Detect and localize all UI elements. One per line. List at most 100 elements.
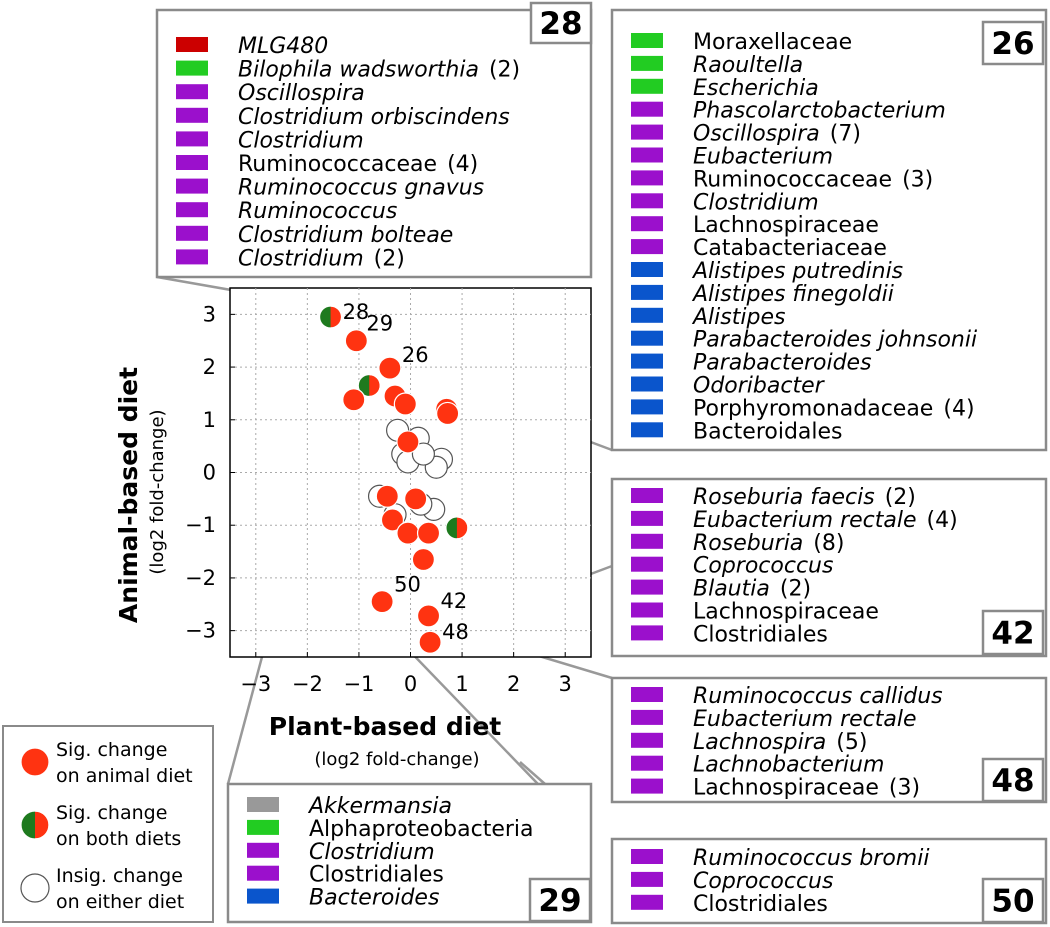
taxon-swatch-purple bbox=[631, 849, 663, 864]
y-tick-label: −3 bbox=[185, 619, 216, 643]
marker-animal bbox=[380, 508, 405, 532]
taxon-name: Alistipes bbox=[691, 305, 785, 330]
taxon-count: (5) bbox=[836, 730, 867, 755]
marker-insig bbox=[20, 873, 50, 903]
data-point-animal bbox=[344, 329, 368, 353]
taxon-name: Lachnospira bbox=[693, 730, 826, 755]
taxon-entry: Ruminococcus bbox=[238, 199, 397, 224]
taxon-entry: Parabacteroides bbox=[693, 351, 872, 376]
taxon-entry: Lachnospiraceae (3) bbox=[693, 776, 920, 801]
marker-animal bbox=[416, 521, 441, 545]
taxon-count: (3) bbox=[902, 167, 933, 192]
taxon-name: Clostridium bbox=[238, 128, 364, 153]
callout-number: 48 bbox=[991, 763, 1034, 799]
taxon-entry: Lachnospiraceae bbox=[693, 600, 879, 625]
taxon-name: Bacteroides bbox=[309, 886, 439, 911]
x-tick-label: 3 bbox=[559, 672, 572, 696]
taxon-entry: Porphyromonadaceae (4) bbox=[693, 396, 975, 421]
taxon-entry: Clostridium bbox=[238, 128, 364, 153]
taxon-name: Roseburia faecis bbox=[693, 485, 875, 510]
y-axis-subtitle: (log2 fold-change) bbox=[147, 409, 168, 574]
taxon-entry: Clostridium bolteae bbox=[238, 223, 453, 248]
data-point-animal bbox=[378, 356, 402, 380]
marker-insig bbox=[411, 442, 435, 466]
taxon-entry: Ruminococcus bromii bbox=[693, 846, 929, 871]
taxon-name: Oscillospira bbox=[693, 122, 820, 147]
taxon-name: Coprococcus bbox=[693, 554, 833, 579]
taxon-swatch-blue bbox=[631, 307, 663, 323]
point-label-26: 26 bbox=[402, 343, 429, 367]
marker-animal bbox=[411, 547, 435, 572]
taxon-entry: Ruminococcus gnavus bbox=[238, 176, 484, 201]
taxon-entry: Alistipes putredinis bbox=[691, 259, 903, 284]
taxon-entry: Parabacteroides johnsonii bbox=[693, 328, 977, 353]
taxon-name: Ruminococcus gnavus bbox=[238, 176, 484, 201]
taxon-name: Blautia bbox=[693, 577, 770, 602]
legend-label-line1: Sig. change bbox=[56, 802, 167, 824]
taxon-swatch-green bbox=[631, 78, 663, 94]
taxon-entry: Akkermansia bbox=[307, 794, 452, 819]
legend-label-line1: Sig. change bbox=[56, 739, 167, 761]
data-point-both bbox=[318, 305, 343, 329]
marker-both-left bbox=[21, 811, 35, 839]
taxon-entry: Lachnospira (5) bbox=[693, 730, 867, 755]
callout-frame bbox=[610, 8, 1048, 452]
taxon-name: Ruminococcus callidus bbox=[693, 684, 943, 709]
data-point-animal bbox=[416, 604, 441, 628]
y-tick-label: 1 bbox=[203, 408, 216, 432]
taxon-swatch-purple bbox=[631, 488, 663, 503]
taxon-entry: Coprococcus bbox=[693, 554, 833, 579]
callout-box-42: Roseburia faecis (2)Eubacterium rectale (4… bbox=[610, 477, 1048, 658]
taxon-name: Clostridium bbox=[693, 190, 819, 215]
marker-animal bbox=[344, 329, 368, 353]
callout-number-frame bbox=[528, 877, 592, 923]
taxon-swatch-gray bbox=[247, 797, 279, 812]
taxon-swatch-purple bbox=[247, 865, 279, 881]
data-point-animal bbox=[411, 547, 435, 572]
callout-frame bbox=[610, 676, 1048, 804]
taxon-swatch-purple bbox=[631, 732, 663, 748]
x-axis-title: Plant-based diet bbox=[269, 712, 502, 741]
taxon-entry: Alistipes finegoldii bbox=[691, 282, 894, 307]
taxon-entry: Clostridiales bbox=[693, 892, 828, 917]
taxon-name: Coprococcus bbox=[693, 869, 833, 894]
taxon-name: Akkermansia bbox=[307, 794, 452, 819]
data-point-animal bbox=[396, 430, 420, 454]
taxon-swatch-purple bbox=[631, 871, 663, 887]
marker-outline bbox=[357, 373, 381, 398]
taxon-name: Eubacterium bbox=[693, 145, 833, 170]
data-point-animal bbox=[416, 521, 441, 545]
taxon-swatch-purple bbox=[176, 84, 208, 100]
legend-label-line1: Insig. change bbox=[56, 865, 183, 887]
legend-label-line2: on both diets bbox=[56, 828, 181, 850]
taxon-entry: Moraxellaceae bbox=[693, 30, 852, 55]
taxon-entry: Bilophila wadsworthia (2) bbox=[238, 58, 520, 83]
data-point-animal bbox=[396, 521, 420, 545]
data-point-animal bbox=[418, 630, 442, 654]
callout-frame bbox=[610, 837, 1048, 925]
taxon-count: (8) bbox=[813, 531, 844, 556]
taxon-entry: Eubacterium rectale (4) bbox=[693, 508, 958, 533]
taxon-name: Lachnobacterium bbox=[693, 753, 884, 778]
marker-animal bbox=[393, 392, 417, 416]
taxon-swatch-purple bbox=[176, 155, 208, 170]
marker-outline bbox=[445, 516, 469, 540]
taxon-swatch-purple bbox=[631, 709, 663, 725]
taxon-swatch-purple bbox=[631, 101, 663, 117]
taxon-entry: Alphaproteobacteria bbox=[309, 817, 534, 842]
legend-marker-both bbox=[20, 810, 50, 840]
taxon-count: (2) bbox=[885, 485, 916, 510]
taxon-swatch-purple bbox=[176, 178, 208, 194]
legend-label-line2: on animal diet bbox=[56, 765, 193, 787]
taxon-name: Odoribacter bbox=[693, 374, 826, 399]
taxon-name: Oscillospira bbox=[238, 81, 365, 106]
taxon-name: Bacteroidales bbox=[693, 419, 843, 444]
taxon-swatch-purple bbox=[631, 755, 663, 771]
taxon-name: Clostridium bolteae bbox=[238, 223, 453, 248]
callout-frame bbox=[610, 477, 1048, 658]
taxon-count: (2) bbox=[374, 246, 405, 271]
taxon-entry: Escherichia bbox=[693, 76, 819, 101]
y-tick-label: −2 bbox=[185, 566, 216, 590]
